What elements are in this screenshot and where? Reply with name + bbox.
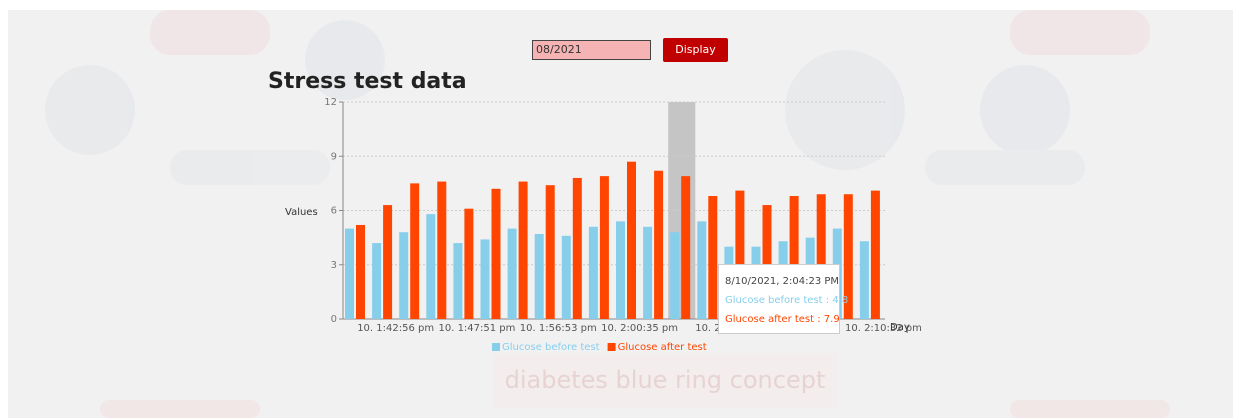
y-tick-label: 3 [331,260,337,271]
bar [399,232,408,319]
chart: diabetes blue ring concept Stress test d… [0,0,1241,418]
legend-label: Glucose before test [502,342,600,353]
x-tick-label: 10. 2:10:32 pm [845,323,922,334]
bar [345,229,354,319]
bar [508,229,517,319]
legend-swatch [492,343,500,351]
bar [437,182,446,319]
bar [481,239,490,319]
y-tick-label: 6 [331,206,337,217]
bar [871,191,880,319]
bar [492,189,501,319]
bar [562,236,571,319]
bar [453,243,462,319]
bar [546,185,555,319]
bar [383,205,392,319]
bar [627,162,636,319]
bar [589,227,598,319]
bar [643,227,652,319]
x-tick-label: 10. 1:47:51 pm [438,323,515,334]
bar [535,234,544,319]
bar [426,214,435,319]
tooltip-title: 8/10/2021, 2:04:23 PM [725,272,833,291]
bar [519,182,528,319]
legend-label: Glucose after test [618,342,707,353]
y-tick-label: 0 [331,314,337,325]
x-tick-label: 10. 1:42:56 pm [357,323,434,334]
page: diabetes blue ring concept Stress test d… [0,0,1241,418]
legend-swatch [608,343,616,351]
bar [600,176,609,319]
y-tick-label: 9 [331,151,337,162]
display-button[interactable]: Display [663,38,728,62]
tooltip: 8/10/2021, 2:04:23 PM Glucose before tes… [718,264,840,334]
chart-title: Stress test data [268,69,467,94]
bar [670,232,679,319]
date-input[interactable]: 08/2021 [532,40,651,60]
bar [654,171,663,319]
tooltip-line: Glucose before test : 4.8 [725,291,833,310]
bar [616,221,625,319]
bar [573,178,582,319]
y-axis-label: Values [285,207,318,218]
bar [708,196,717,319]
tooltip-line: Glucose after test : 7.9 [725,310,833,329]
y-tick-label: 12 [324,97,337,108]
bar [410,183,419,319]
bar [356,225,365,319]
bar [372,243,381,319]
bar [681,176,690,319]
bar [464,209,473,319]
x-tick-label: 10. 2:00:35 pm [601,323,678,334]
bar [697,221,706,319]
x-tick-label: 10. 1:56:53 pm [520,323,597,334]
bar [860,241,869,319]
background-caption: diabetes blue ring concept [505,366,826,394]
